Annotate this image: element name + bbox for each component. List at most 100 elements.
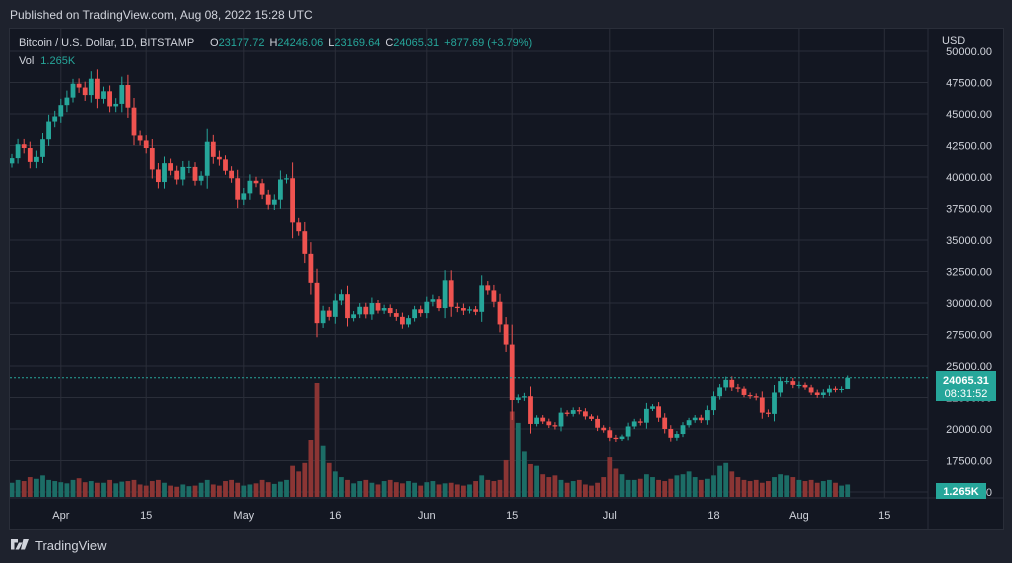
published-caption: Published on TradingView.com, Aug 08, 20… [10,8,313,22]
volume-bar [698,479,704,497]
volume-bar [595,482,600,497]
volume-bar [381,481,387,497]
price-chart[interactable]: 50000.00 47500.00 45000.00 42500.00 40000.00… [9,29,1003,529]
candle-body [70,83,76,98]
volume-bar [778,474,783,497]
volume-bar [235,482,241,497]
candle-body [692,417,698,421]
volume-bar [662,481,668,497]
volume-bar [332,471,338,497]
candle-body [625,426,631,437]
candle-body [296,222,302,232]
candle-body [583,411,588,417]
candle-body [210,141,216,157]
candle-body [217,156,222,160]
candle-body [436,299,442,309]
volume-bar [528,463,533,497]
candle-body [461,308,466,311]
candle-body [442,280,448,309]
volume-bar [454,484,460,497]
candle-body [180,166,186,180]
volume-bar [168,485,173,497]
time-tick-label: Aug [789,510,809,522]
volume-bar [387,479,393,497]
price-tick-label: 50000.00 [946,46,992,58]
volume-bar [58,482,64,497]
time-tick-label: 18 [707,510,719,522]
candle-body [332,300,338,317]
footer-brand[interactable]: TradingView [10,538,107,553]
candle-body [515,397,521,401]
candle-body [320,310,326,324]
volume-bar [491,481,497,497]
candle-body [259,183,265,195]
volume-bar [9,482,15,497]
volume-bar [400,483,405,497]
candle-body [644,408,649,423]
volume-bar [296,471,302,497]
volume-bar [363,479,369,497]
volume-bar [436,484,442,497]
volume-bar [503,459,509,497]
candle-body [186,166,192,168]
volume-bar [186,486,192,497]
candle-body [156,169,161,183]
currency-label: USD [942,35,965,47]
candle-body [534,417,539,424]
candle-body [772,392,777,414]
volume-bar [839,485,844,497]
chart-panel[interactable]: 50000.00 47500.00 45000.00 42500.00 40000.00… [9,28,1004,530]
volume-bar [418,485,424,497]
candle-body [747,394,753,397]
volume-bar [723,462,729,497]
volume-bar [143,485,149,497]
volume-bar [357,481,363,497]
candle-body [778,381,783,393]
candle-body [406,318,411,325]
candle-body [448,280,454,307]
candle-body [741,388,747,395]
volume-bar [753,479,759,497]
volume-bar [259,479,265,497]
candle-body [454,306,460,309]
candle-body [278,179,283,200]
candle-body [766,412,771,414]
candle-body [369,303,375,315]
candle-body [753,396,759,398]
volume-bar [485,479,491,497]
volume-value: 1.265K [40,55,76,67]
volume-bar [619,474,625,497]
candle-body [833,388,838,390]
volume-bar [766,481,771,497]
candle-body [430,299,436,302]
candle-body [107,91,112,107]
volume-bar [345,479,350,497]
candle-body [314,282,320,324]
volume-bar [223,481,228,497]
candle-body [845,377,851,389]
time-tick-label: 15 [878,510,890,522]
candle-body [168,163,173,171]
time-axis[interactable]: Apr 15 May 16 Jun 15 Jul 18 Aug 15 [52,510,890,522]
candle-body [796,384,802,386]
candle-body [424,301,430,314]
volume-badge-value: 1.265K [943,486,979,498]
candle-body [137,135,143,141]
volume-bar [369,482,375,497]
candle-body [363,306,369,315]
volume-bar [46,479,51,497]
volume-bar [125,481,131,497]
candle-body [223,159,228,171]
volume-bar [497,479,503,497]
volume-bar [70,479,76,497]
volume-bar [229,479,234,497]
volume-bar [198,482,204,497]
volume-bar [278,481,283,497]
volume-bar [64,483,70,497]
price-axis[interactable]: 50000.00 47500.00 45000.00 42500.00 40000.00… [946,46,992,499]
legend: Bitcoin / U.S. Dollar, 1D, BITSTAMP O231… [19,37,532,67]
candle-body [467,309,472,311]
volume-bar [467,484,472,497]
candle-body [192,166,198,181]
candle-body [595,418,600,428]
